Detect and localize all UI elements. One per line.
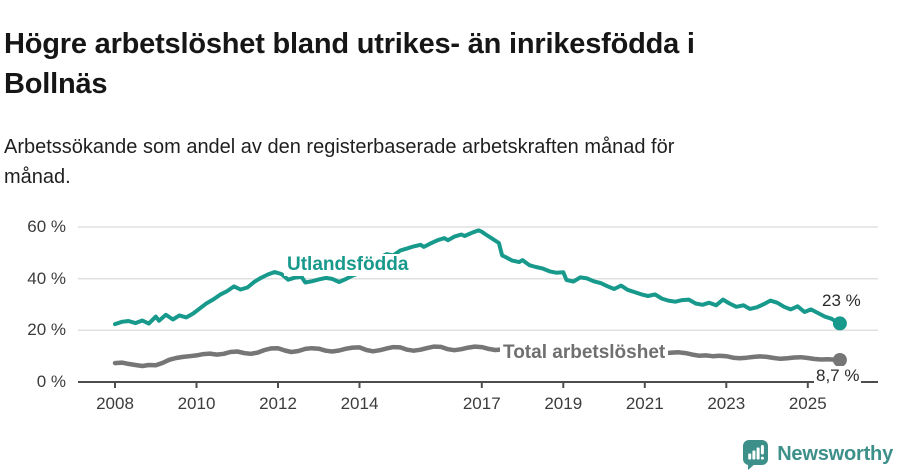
x-tick-label: 2017: [462, 394, 501, 413]
x-tick-label: 2008: [96, 394, 134, 413]
series-label-utlandsfodda: Utlandsfödda: [284, 254, 412, 276]
y-tick-label: 0 %: [36, 372, 66, 391]
line-series-0: [113, 228, 842, 327]
chart-subtitle-line-2: månad.: [4, 166, 71, 188]
series-label-total-arbetsloshet: Total arbetslöshet: [500, 342, 669, 364]
chart-subtitle-line-1: Arbetssökande som andel av den registerb…: [4, 136, 675, 158]
chart-plot-area: [78, 226, 878, 388]
line-series-1: [112, 344, 843, 369]
x-tick-label: 2010: [177, 394, 216, 413]
newsworthy-logo-link[interactable]: Newsworthy: [742, 438, 893, 470]
end-value-label-utlandsfodda: 23 %: [820, 291, 863, 311]
y-tick-label: 20 %: [27, 320, 66, 340]
x-tick-label: 2025: [788, 394, 827, 413]
y-tick-label: 40 %: [27, 268, 66, 288]
end-dot-series-0: [832, 316, 847, 331]
chart-title-line-2: Bollnäs: [4, 68, 108, 101]
x-tick-label: 2012: [259, 394, 297, 413]
x-tick-label: 2021: [625, 394, 664, 413]
newsworthy-logo-icon: [742, 439, 769, 470]
end-dot-series-1: [832, 353, 847, 367]
chart-title-line-1: Högre arbetslöshet bland utrikes- än inr…: [4, 28, 695, 61]
end-value-label-total: 8,7 %: [814, 366, 862, 386]
y-tick-label: 60 %: [27, 217, 66, 236]
newsworthy-brand-text: Newsworthy: [777, 442, 893, 465]
x-tick-label: 2023: [707, 394, 746, 413]
chart-title: Högre arbetslöshet bland utrikes- än inr…: [4, 24, 864, 104]
x-tick-label: 2019: [544, 394, 583, 413]
x-tick-label: 2014: [340, 394, 379, 413]
chart-subtitle: Arbetssökande som andel av den registerb…: [4, 132, 884, 192]
